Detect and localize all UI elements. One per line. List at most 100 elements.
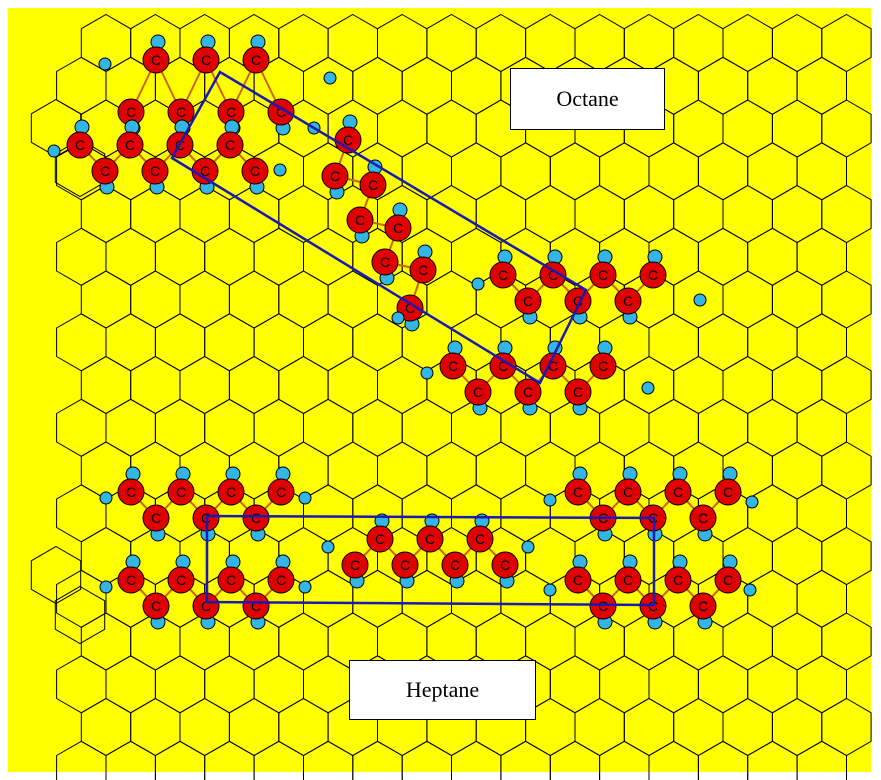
carbon-atom [416,525,444,553]
heptane-label: Heptane [349,660,536,720]
carbon-atom-label: C [498,267,508,283]
carbon-atom [359,171,387,199]
carbon-atom-label: C [355,212,365,228]
carbon-atom-label: C [151,510,161,526]
carbon-atom-label: C [226,572,236,588]
carbon-atom [714,478,742,506]
unit-cells-layer [170,70,656,607]
carbon-atom-label: C [623,484,633,500]
carbon-atom-label: C [598,358,608,374]
carbon-atom-label: C [450,557,460,573]
carbon-atom-label: C [100,163,110,179]
carbon-atom-label: C [151,598,161,614]
hydrogen-atom [745,495,759,509]
carbon-atom-label: C [176,104,186,120]
carbon-atom-label: C [200,163,210,179]
hydrogen-atom [543,583,557,597]
carbon-atom [217,478,245,506]
carbon-atom-label: C [251,510,261,526]
background [8,8,871,772]
carbon-atom [216,131,244,159]
carbon-atom-label: C [75,137,85,153]
carbon-atom-label: C [251,598,261,614]
carbon-atom-label: C [418,262,428,278]
carbon-atom-label: C [498,358,508,374]
carbon-atom [714,566,742,594]
hydrogen-atom [273,163,287,177]
carbon-atom [489,261,517,289]
carbon-atom [564,478,592,506]
carbon-atom [564,566,592,594]
carbon-atom-label: C [225,137,235,153]
carbon-atom [91,157,119,185]
hydrogen-atom [391,311,405,325]
hydrogen-atom [323,71,337,85]
carbon-atom-label: C [473,384,483,400]
hydrogen-atom [98,57,112,71]
carbon-atom [614,566,642,594]
carbon-atom [117,566,145,594]
carbon-atom [689,592,717,620]
carbon-atom-label: C [475,531,485,547]
hydrogen-atom [743,583,757,597]
carbon-atom-label: C [151,52,161,68]
octane-unit-cell [170,70,588,385]
carbon-atom [321,162,349,190]
carbon-atom-label: C [523,293,533,309]
hydrogen-atom [471,277,485,291]
carbon-atom-label: C [425,531,435,547]
carbon-atom [66,131,94,159]
hydrogen-atom [47,144,61,158]
carbon-atom [371,248,399,276]
hydrogen-atom [321,540,335,554]
carbon-atom [514,378,542,406]
carbon-atom [242,592,270,620]
carbon-atom-label: C [698,598,708,614]
hydrogen-atom [298,491,312,505]
carbon-atom-label: C [573,384,583,400]
carbon-atom [589,592,617,620]
carbon-atom-label: C [126,484,136,500]
carbon-atom-label: C [251,52,261,68]
hydrogen-atom [641,381,655,395]
carbon-atom [217,566,245,594]
carbon-atom [589,352,617,380]
carbon-atom-label: C [276,104,286,120]
carbon-atom [242,504,270,532]
carbon-atom-label: C [500,557,510,573]
carbon-atom-label: C [548,267,558,283]
carbon-atom [589,261,617,289]
carbon-atom [391,551,419,579]
carbon-atom-label: C [350,557,360,573]
carbon-atom [242,46,270,74]
carbon-atom-label: C [698,510,708,526]
hydrogen-atom [521,540,535,554]
carbon-atom-label: C [226,484,236,500]
carbon-atom-label: C [375,531,385,547]
carbon-atom [116,131,144,159]
hydrogen-atom [693,293,707,307]
carbon-atom-label: C [400,557,410,573]
carbon-atom [564,378,592,406]
carbon-atom [141,157,169,185]
carbon-atom-label: C [276,572,286,588]
carbon-atom-label: C [598,267,608,283]
hydrogen-atom [298,580,312,594]
hydrogen-atom [420,366,434,380]
carbon-atom [664,566,692,594]
carbon-atom-label: C [723,484,733,500]
carbon-atom [366,525,394,553]
carbon-atom-label: C [125,137,135,153]
carbon-atom [491,551,519,579]
carbon-atom [346,206,374,234]
carbon-atom-label: C [723,572,733,588]
octane-label: Octane [510,68,665,130]
carbon-atom-label: C [523,384,533,400]
carbon-atom-label: C [330,168,340,184]
carbon-atom-label: C [673,572,683,588]
carbon-atom-label: C [368,177,378,193]
carbon-atom-label: C [598,598,608,614]
hydrogen-atom [99,491,113,505]
